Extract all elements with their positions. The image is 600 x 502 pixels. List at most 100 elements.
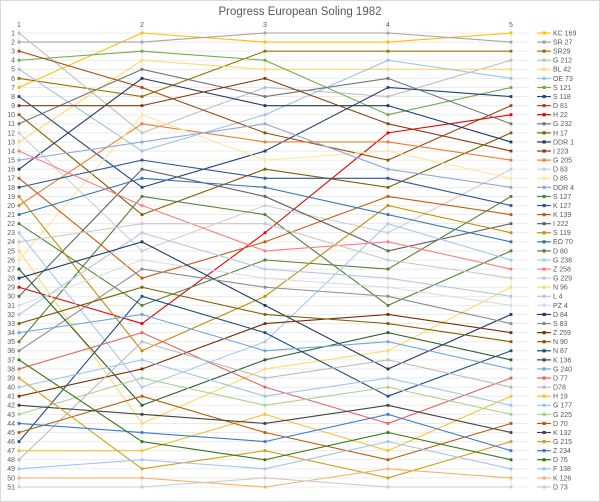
data-point-marker — [17, 485, 21, 489]
legend-label: G 229 — [553, 276, 572, 283]
data-point-marker — [509, 485, 513, 489]
data-point-marker — [386, 31, 390, 35]
data-point-marker — [509, 331, 513, 335]
data-point-marker — [140, 140, 144, 144]
series-group — [17, 122, 513, 207]
data-point-marker — [509, 340, 513, 344]
data-point-marker — [386, 385, 390, 389]
data-point-marker — [263, 412, 267, 416]
data-point-marker — [263, 58, 267, 62]
legend-item: D 77 — [537, 375, 568, 382]
series-group — [17, 31, 513, 89]
series-group — [17, 113, 513, 325]
data-point-marker — [263, 349, 267, 353]
legend-swatch-marker — [542, 449, 546, 453]
data-point-marker — [17, 122, 21, 126]
legend-item: G 177 — [537, 403, 572, 410]
data-point-marker — [386, 104, 390, 108]
data-point-marker — [140, 195, 144, 198]
data-point-marker — [386, 67, 390, 71]
legend-swatch-marker — [542, 76, 546, 80]
y-tick-label: 47 — [7, 448, 15, 455]
data-point-marker — [386, 331, 390, 335]
data-point-marker — [17, 95, 21, 98]
y-tick-label: 44 — [7, 421, 15, 428]
y-tick-label: 32 — [7, 312, 15, 319]
legend-swatch-marker — [542, 321, 546, 326]
legend-item: K 127 — [537, 203, 571, 210]
x-tick-label: 4 — [386, 22, 390, 29]
data-point-marker — [263, 304, 267, 307]
data-point-marker — [509, 40, 513, 44]
legend-label: H 19 — [553, 394, 568, 401]
data-point-marker — [509, 313, 513, 316]
legend-item: D 84 — [537, 312, 568, 319]
legend-item: S 118 — [537, 94, 571, 101]
legend-swatch-marker — [542, 294, 546, 298]
legend-item: I 223 — [537, 148, 569, 155]
y-tick-label: 29 — [7, 285, 15, 292]
data-point-marker — [17, 431, 21, 434]
legend-item: D 73 — [537, 484, 568, 491]
y-tick-label: 6 — [11, 76, 15, 83]
data-point-marker — [263, 40, 267, 44]
legend-swatch-marker — [542, 394, 546, 398]
y-tick-label: 3 — [11, 49, 15, 56]
series-group — [17, 158, 513, 207]
data-point-marker — [509, 367, 513, 371]
legend-label: D 84 — [553, 312, 568, 319]
data-point-marker — [386, 149, 390, 153]
legend-label: D 73 — [553, 484, 568, 491]
data-point-marker — [17, 240, 21, 244]
y-tick-label: 35 — [7, 339, 15, 346]
data-point-marker — [509, 358, 513, 362]
series-group — [17, 358, 513, 462]
data-point-marker — [263, 222, 267, 226]
data-point-marker — [263, 158, 267, 162]
series-group — [17, 358, 513, 407]
data-point-marker — [386, 313, 390, 316]
legend-item: Z 234 — [537, 448, 571, 455]
data-point-marker — [509, 67, 513, 71]
legend-label: S 118 — [553, 94, 571, 101]
legend-swatch-marker — [542, 367, 546, 371]
data-point-marker — [386, 58, 390, 62]
data-point-marker — [509, 440, 513, 443]
data-point-marker — [17, 412, 21, 416]
series-group — [17, 31, 513, 135]
data-point-marker — [386, 412, 390, 416]
legend-item: D 81 — [537, 103, 568, 110]
legend-item: K 139 — [537, 212, 571, 219]
data-point-marker — [140, 340, 144, 344]
legend-swatch-marker — [542, 331, 546, 335]
data-point-marker — [263, 458, 267, 462]
legend-item: K 136 — [537, 357, 571, 364]
data-point-marker — [263, 422, 267, 425]
data-point-marker — [140, 394, 144, 398]
legend-item: D 70 — [537, 421, 568, 428]
legend-item: KC 169 — [537, 30, 576, 37]
data-point-marker — [140, 95, 144, 98]
series-group — [17, 49, 513, 98]
legend-swatch-marker — [542, 94, 546, 99]
legend-item: G 238 — [537, 257, 572, 264]
data-point-marker — [386, 204, 390, 207]
data-point-marker — [263, 449, 267, 453]
y-tick-label: 42 — [7, 403, 15, 410]
data-point-marker — [140, 403, 144, 407]
data-point-marker — [509, 249, 513, 253]
data-point-marker — [386, 485, 390, 489]
series-group — [17, 113, 513, 216]
legend-swatch-marker — [542, 85, 546, 90]
data-point-marker — [263, 403, 267, 407]
legend-item: L 4 — [537, 294, 563, 301]
data-point-marker — [140, 149, 144, 153]
data-point-marker — [263, 213, 267, 216]
legend-label: H 17 — [553, 130, 568, 137]
y-tick-label: 34 — [7, 330, 15, 337]
y-tick-label: 37 — [7, 357, 15, 364]
data-point-marker — [263, 185, 267, 189]
legend-item: DDR 1 — [537, 139, 574, 146]
legend-label: I 223 — [553, 148, 569, 155]
